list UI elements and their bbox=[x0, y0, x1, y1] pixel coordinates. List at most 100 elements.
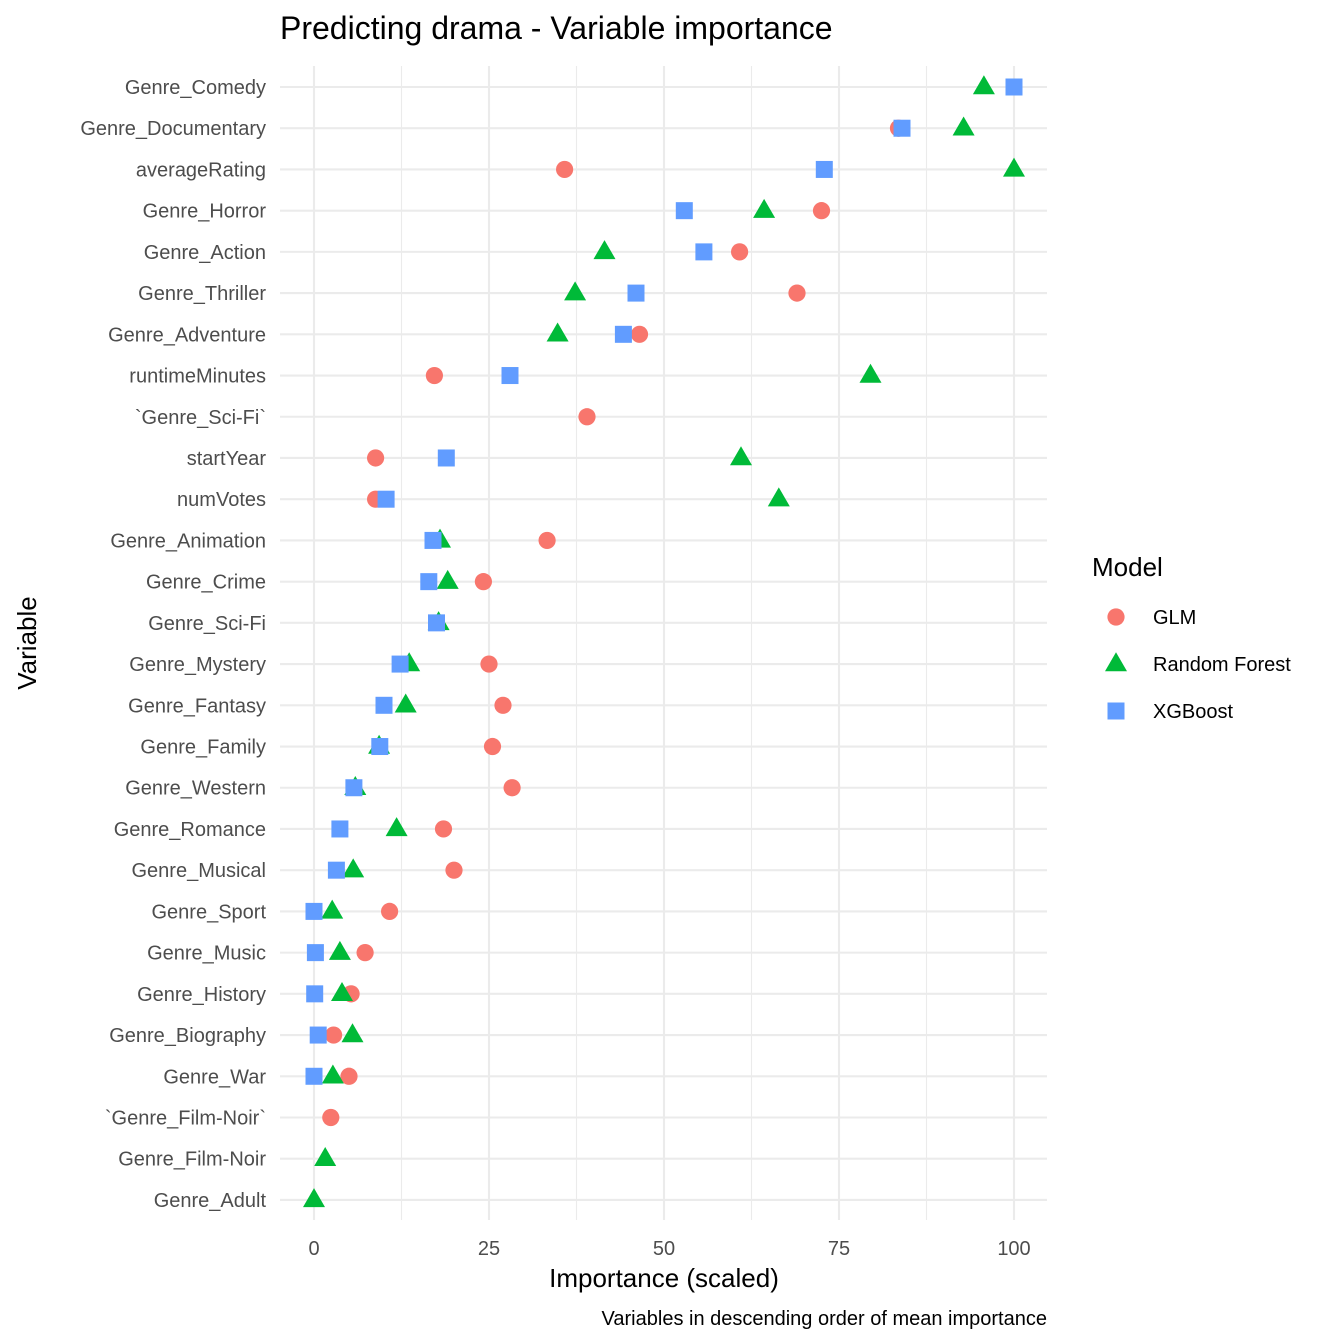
point-circle bbox=[578, 408, 596, 426]
point-square bbox=[627, 284, 645, 302]
point-triangle bbox=[385, 817, 408, 837]
point-circle bbox=[812, 202, 831, 220]
point-circle bbox=[356, 944, 374, 962]
point-circle bbox=[630, 325, 649, 343]
point-circle bbox=[494, 696, 512, 714]
point-circle bbox=[367, 449, 385, 467]
point-square bbox=[815, 160, 833, 178]
point-triangle bbox=[321, 1064, 344, 1084]
chart-title: Predicting drama - Variable importance bbox=[280, 10, 833, 46]
point-square bbox=[428, 614, 445, 632]
y-tick-label: Genre_Biography bbox=[109, 1025, 266, 1047]
legend-title: Model bbox=[1092, 552, 1163, 582]
point-square bbox=[345, 779, 363, 797]
y-tick-label: Genre_Animation bbox=[110, 530, 266, 552]
point-triangle bbox=[342, 858, 365, 878]
point-square bbox=[306, 985, 324, 1003]
point-triangle bbox=[328, 940, 351, 960]
point-circle bbox=[445, 861, 463, 879]
point-triangle bbox=[1003, 157, 1025, 177]
point-triangle bbox=[436, 569, 459, 589]
y-tick-label: Genre_Action bbox=[144, 242, 266, 264]
y-tick-label: Genre_History bbox=[137, 984, 266, 1006]
point-triangle bbox=[331, 982, 353, 1002]
point-square bbox=[501, 367, 519, 385]
point-square bbox=[675, 202, 693, 220]
legend: Model GLM Random Forest XGBoost bbox=[1092, 552, 1291, 723]
y-tick-label: numVotes bbox=[177, 489, 266, 511]
point-circle bbox=[325, 1026, 343, 1044]
y-tick-label: `Genre_Sci-Fi` bbox=[135, 407, 266, 429]
x-tick-label: 50 bbox=[653, 1238, 675, 1260]
y-tick-label: Genre_Music bbox=[147, 943, 266, 965]
legend-label: Random Forest bbox=[1153, 654, 1291, 676]
y-tick-label: Genre_Adult bbox=[154, 1190, 267, 1212]
point-triangle bbox=[767, 487, 790, 507]
y-tick-label: Genre_Film-Noir bbox=[118, 1149, 266, 1171]
y-tick-label: startYear bbox=[187, 448, 267, 470]
point-triangle bbox=[341, 1023, 364, 1043]
point-square bbox=[420, 573, 438, 591]
point-square bbox=[437, 449, 455, 467]
legend-key-circle bbox=[1107, 608, 1125, 626]
point-triangle bbox=[546, 322, 569, 342]
grid-lines bbox=[280, 66, 1047, 1220]
point-circle bbox=[425, 366, 443, 385]
point-circle bbox=[381, 902, 399, 921]
point-square bbox=[331, 820, 349, 838]
y-tick-label: runtimeMinutes bbox=[129, 366, 266, 388]
chart-caption: Variables in descending order of mean im… bbox=[602, 1308, 1047, 1330]
y-axis-title: Variable bbox=[12, 596, 42, 689]
y-tick-label: Genre_Crime bbox=[146, 572, 266, 594]
point-square bbox=[371, 738, 389, 756]
y-tick-label: Genre_Comedy bbox=[125, 77, 266, 99]
legend-label: GLM bbox=[1153, 607, 1196, 629]
y-tick-label: Genre_Mystery bbox=[129, 654, 266, 676]
point-circle bbox=[322, 1108, 340, 1127]
point-triangle bbox=[314, 1146, 337, 1166]
legend-key-triangle bbox=[1105, 652, 1127, 672]
point-circle bbox=[538, 531, 556, 550]
point-circle bbox=[340, 1067, 358, 1085]
point-triangle bbox=[859, 363, 882, 383]
point-circle bbox=[731, 243, 749, 261]
point-square bbox=[375, 696, 393, 714]
y-tick-label: Genre_War bbox=[163, 1066, 266, 1088]
y-tick-label: `Genre_Film-Noir` bbox=[105, 1108, 266, 1130]
y-tick-label: Genre_Western bbox=[125, 778, 266, 800]
point-square bbox=[309, 1026, 327, 1044]
point-square bbox=[614, 325, 632, 343]
data-points bbox=[303, 75, 1025, 1208]
point-triangle bbox=[730, 446, 752, 466]
point-triangle bbox=[952, 116, 975, 136]
y-tick-label: Genre_Sport bbox=[151, 901, 266, 923]
point-circle bbox=[434, 820, 453, 838]
point-square bbox=[1005, 78, 1023, 96]
point-triangle bbox=[394, 693, 417, 713]
y-tick-label: Genre_Adventure bbox=[108, 324, 266, 346]
point-square bbox=[306, 944, 324, 962]
point-triangle bbox=[303, 1188, 325, 1208]
point-square bbox=[391, 655, 409, 673]
x-tick-label: 0 bbox=[308, 1238, 319, 1260]
legend-items: GLM Random Forest XGBoost bbox=[1105, 607, 1291, 723]
y-tick-label: Genre_Documentary bbox=[80, 118, 266, 140]
point-square bbox=[377, 490, 395, 508]
y-tick-label: Genre_Sci-Fi bbox=[148, 613, 266, 635]
x-axis-title: Importance (scaled) bbox=[549, 1263, 779, 1293]
point-square bbox=[305, 902, 323, 920]
point-circle bbox=[556, 160, 574, 179]
point-circle bbox=[483, 737, 502, 756]
point-circle bbox=[503, 779, 521, 797]
y-tick-label: Genre_Musical bbox=[131, 860, 266, 882]
point-triangle bbox=[564, 281, 587, 301]
point-triangle bbox=[593, 240, 616, 260]
point-square bbox=[695, 243, 713, 261]
legend-key-square bbox=[1107, 702, 1125, 720]
y-tick-label: Genre_Family bbox=[140, 737, 266, 759]
legend-label: XGBoost bbox=[1153, 701, 1233, 723]
point-square bbox=[424, 531, 442, 549]
y-tick-label: Genre_Fantasy bbox=[128, 695, 266, 717]
y-tick-label: Genre_Thriller bbox=[138, 283, 266, 305]
y-tick-label: averageRating bbox=[136, 159, 266, 181]
